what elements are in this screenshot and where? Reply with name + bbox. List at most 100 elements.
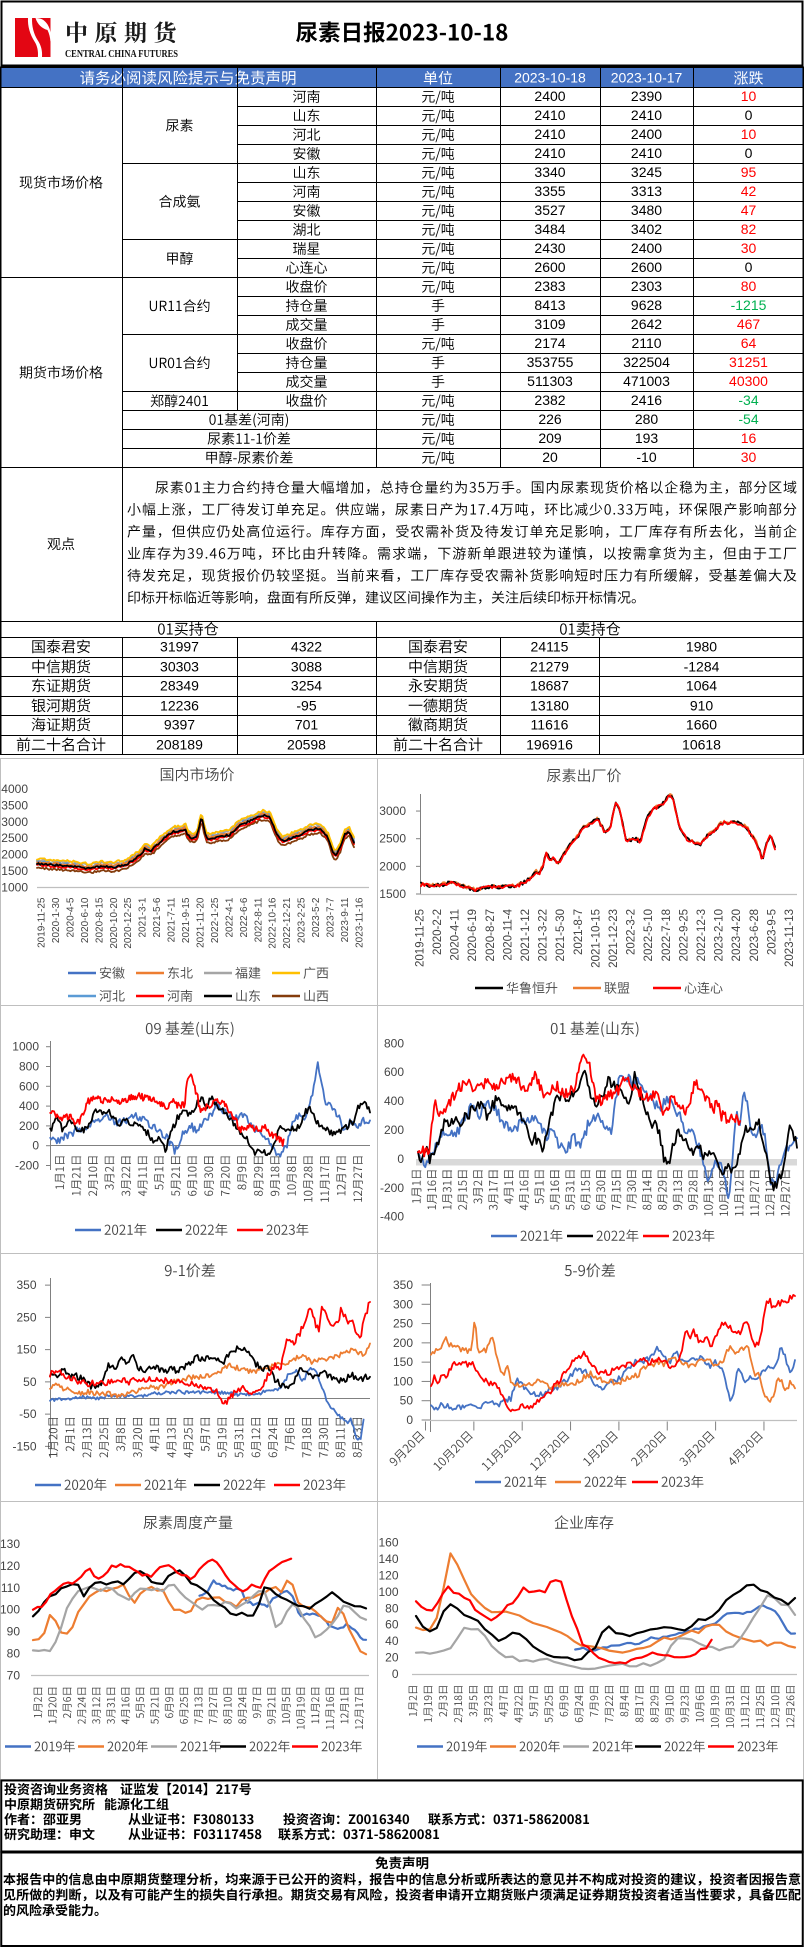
svg-text:31251: 31251 — [729, 354, 768, 370]
svg-text:2500: 2500 — [1, 831, 28, 845]
svg-text:2019-11-25: 2019-11-25 — [37, 897, 48, 948]
svg-text:2020-1-30: 2020-1-30 — [51, 897, 62, 943]
svg-text:2400: 2400 — [631, 126, 662, 142]
svg-text:1064: 1064 — [686, 678, 717, 694]
svg-text:208189: 208189 — [156, 737, 203, 753]
svg-text:2303: 2303 — [631, 278, 662, 294]
svg-text:11616: 11616 — [531, 717, 569, 733]
svg-text:10618: 10618 — [682, 737, 721, 753]
svg-text:0: 0 — [392, 1667, 399, 1681]
svg-text:13180: 13180 — [530, 698, 569, 714]
svg-text:-34: -34 — [738, 392, 758, 408]
svg-text:2410: 2410 — [534, 126, 565, 142]
svg-text:2022-10-16: 2022-10-16 — [268, 897, 279, 949]
svg-text:2110: 2110 — [631, 335, 661, 351]
svg-text:2023-10-17: 2023-10-17 — [611, 70, 683, 86]
svg-text:800: 800 — [384, 1036, 404, 1050]
svg-text:1000: 1000 — [12, 1040, 39, 1054]
svg-text:2022-7-18: 2022-7-18 — [661, 909, 673, 961]
svg-text:2021-10-15: 2021-10-15 — [590, 909, 602, 968]
svg-text:2020-10-20: 2020-10-20 — [109, 897, 120, 949]
svg-text:-10: -10 — [636, 449, 656, 465]
svg-text:200: 200 — [384, 1123, 404, 1137]
svg-text:2400: 2400 — [534, 88, 565, 104]
svg-text:4000: 4000 — [1, 782, 28, 796]
svg-text:80: 80 — [7, 1646, 21, 1660]
svg-text:2020-2-2: 2020-2-2 — [432, 909, 444, 955]
svg-text:2430: 2430 — [534, 240, 565, 256]
svg-text:2020-8-27: 2020-8-27 — [485, 909, 497, 961]
svg-text:1500: 1500 — [1, 864, 28, 878]
svg-text:80: 80 — [385, 1601, 399, 1615]
svg-text:0: 0 — [397, 1152, 404, 1166]
svg-text:70: 70 — [7, 1668, 21, 1682]
svg-text:250: 250 — [16, 1310, 36, 1324]
svg-text:95: 95 — [741, 164, 757, 180]
svg-text:3313: 3313 — [631, 183, 662, 199]
svg-text:2023-9-11: 2023-9-11 — [340, 897, 351, 942]
svg-text:2020-8-15: 2020-8-15 — [94, 897, 105, 943]
svg-text:9628: 9628 — [631, 297, 662, 313]
svg-text:2022-4-1: 2022-4-1 — [224, 897, 235, 937]
svg-text:2390: 2390 — [631, 88, 662, 104]
svg-text:2642: 2642 — [631, 316, 662, 332]
svg-text:2023-9-5: 2023-9-5 — [766, 909, 778, 955]
svg-text:150: 150 — [16, 1343, 36, 1357]
svg-text:2600: 2600 — [631, 259, 662, 275]
svg-text:2410: 2410 — [534, 107, 565, 123]
svg-text:2021-3-22: 2021-3-22 — [538, 909, 550, 961]
svg-text:80: 80 — [741, 278, 757, 294]
svg-text:2019-11-25: 2019-11-25 — [414, 909, 426, 967]
svg-text:3000: 3000 — [379, 804, 406, 818]
svg-text:100: 100 — [0, 1603, 20, 1617]
svg-text:2021-3-1: 2021-3-1 — [138, 897, 149, 937]
svg-text:0: 0 — [745, 107, 753, 123]
svg-text:20: 20 — [542, 449, 558, 465]
svg-text:CENTRAL CHINA FUTURES: CENTRAL CHINA FUTURES — [65, 49, 178, 60]
svg-text:2023-7-7: 2023-7-7 — [326, 897, 337, 937]
svg-text:-54: -54 — [738, 411, 758, 427]
svg-text:2400: 2400 — [631, 240, 662, 256]
svg-text:2410: 2410 — [631, 107, 662, 123]
svg-text:150: 150 — [393, 1355, 413, 1369]
svg-text:2022-5-10: 2022-5-10 — [643, 909, 655, 961]
svg-text:16: 16 — [741, 430, 757, 446]
svg-text:-200: -200 — [380, 1181, 404, 1195]
svg-text:2022-8-11: 2022-8-11 — [253, 897, 264, 942]
svg-text:511303: 511303 — [527, 373, 573, 389]
svg-text:600: 600 — [384, 1065, 404, 1079]
svg-text:30303: 30303 — [160, 659, 199, 675]
svg-text:42: 42 — [741, 183, 757, 199]
svg-text:120: 120 — [378, 1568, 398, 1582]
svg-text:30: 30 — [741, 449, 757, 465]
svg-text:24115: 24115 — [531, 639, 569, 655]
svg-text:0: 0 — [32, 1139, 39, 1153]
svg-text:2410: 2410 — [631, 145, 662, 161]
svg-text:-400: -400 — [380, 1210, 404, 1224]
svg-text:3088: 3088 — [291, 659, 322, 675]
svg-text:2021-8-7: 2021-8-7 — [573, 909, 585, 955]
svg-text:3500: 3500 — [1, 798, 28, 812]
svg-text:2022-12-21: 2022-12-21 — [282, 897, 293, 949]
svg-text:2023-11-13: 2023-11-13 — [784, 909, 796, 967]
svg-text:2383: 2383 — [534, 278, 565, 294]
svg-text:20598: 20598 — [287, 737, 326, 753]
svg-text:100: 100 — [378, 1585, 398, 1599]
svg-text:322504: 322504 — [623, 354, 670, 370]
svg-text:400: 400 — [19, 1099, 39, 1113]
svg-text:600: 600 — [19, 1079, 39, 1093]
svg-text:471003: 471003 — [623, 373, 670, 389]
svg-text:-150: -150 — [12, 1439, 36, 1453]
svg-text:910: 910 — [690, 698, 714, 714]
svg-text:3402: 3402 — [631, 221, 662, 237]
svg-text:-200: -200 — [15, 1159, 39, 1173]
svg-text:-1215: -1215 — [731, 297, 767, 313]
svg-text:2022-9-25: 2022-9-25 — [678, 909, 690, 961]
svg-text:2022-3-2: 2022-3-2 — [626, 909, 638, 955]
svg-text:20: 20 — [385, 1651, 399, 1665]
svg-text:2000: 2000 — [1, 848, 28, 862]
svg-text:0: 0 — [406, 1413, 413, 1427]
svg-text:2416: 2416 — [631, 392, 662, 408]
svg-text:10: 10 — [741, 88, 757, 104]
svg-text:82: 82 — [741, 221, 757, 237]
